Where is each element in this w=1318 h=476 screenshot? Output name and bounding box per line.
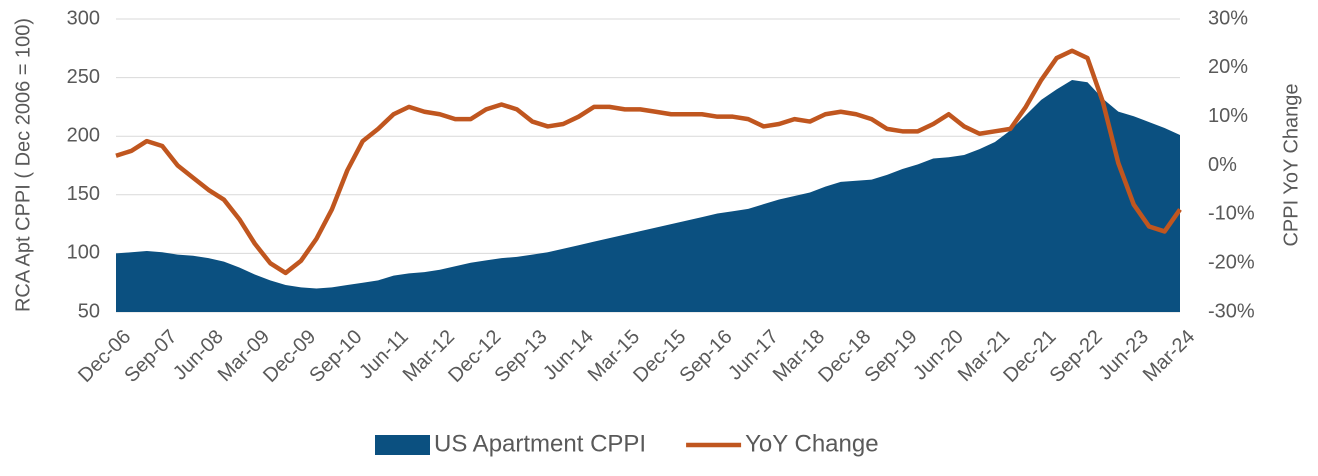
x-tick-label: Sep-22 — [1046, 326, 1107, 387]
legend-label: YoY Change — [745, 430, 878, 457]
y-tick-label: 100 — [67, 242, 100, 264]
legend-label: US Apartment CPPI — [434, 430, 646, 457]
y2-tick-label: 20% — [1208, 56, 1248, 78]
x-tick-label: Sep-19 — [861, 326, 922, 387]
y-tick-label: 150 — [67, 183, 100, 205]
x-tick-label: Sep-13 — [490, 326, 551, 387]
y-tick-label: 250 — [67, 66, 100, 88]
x-tick-label: Mar-24 — [1139, 326, 1199, 386]
y2-tick-label: -10% — [1208, 203, 1255, 225]
line — [115, 48, 1182, 276]
y2-tick-label: -30% — [1208, 300, 1255, 322]
y-tick-label: 50 — [78, 300, 100, 322]
y2-axis-title: CPPI YoY Change — [1280, 83, 1302, 246]
x-tick-label: Sep-16 — [675, 326, 736, 387]
y2-tick-label: 10% — [1208, 105, 1248, 127]
y-tick-label: 300 — [67, 7, 100, 29]
area — [116, 79, 1180, 312]
x-tick-label: Sep-07 — [120, 326, 181, 387]
x-tick-label: Sep-10 — [305, 326, 366, 387]
y-tick-label: 200 — [67, 124, 100, 146]
y-axis-title: RCA Apt CPPI ( Dec 2006 = 100) — [12, 18, 34, 312]
y2-tick-label: 30% — [1208, 7, 1248, 29]
y2-tick-label: -20% — [1208, 251, 1255, 273]
legend-swatch — [375, 435, 430, 455]
y2-tick-label: 0% — [1208, 154, 1237, 176]
